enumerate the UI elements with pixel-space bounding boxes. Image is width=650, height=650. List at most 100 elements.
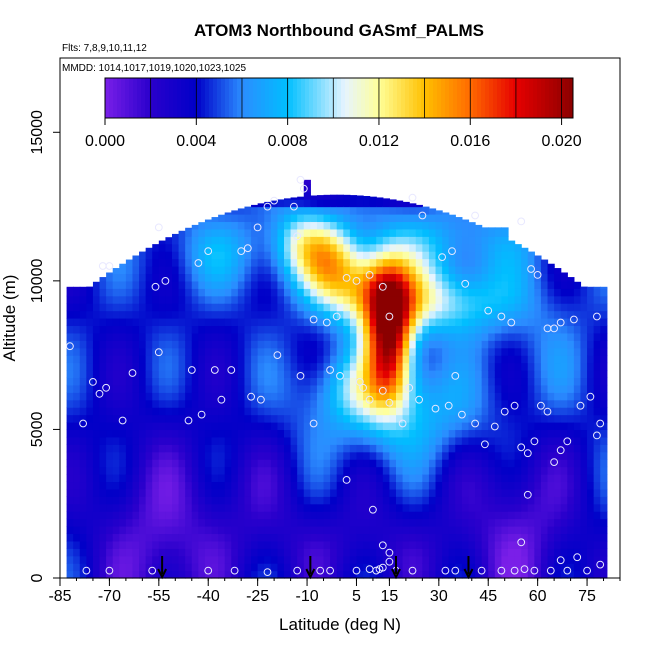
heatmap-cell	[593, 459, 601, 468]
heatmap-cell	[481, 503, 489, 512]
heatmap-cell	[363, 399, 371, 408]
heatmap-cell	[461, 370, 470, 379]
heatmap-cell	[310, 214, 318, 223]
heatmap-cell	[257, 399, 265, 408]
heatmap-cell	[145, 280, 153, 289]
heatmap-cell	[218, 273, 226, 282]
heatmap-cell	[343, 555, 351, 564]
heatmap-cell	[580, 362, 588, 371]
heatmap-cell	[567, 570, 575, 579]
heatmap-cell	[422, 444, 430, 453]
colorbar-swatch	[117, 78, 122, 118]
heatmap-cell	[330, 377, 338, 386]
heatmap-cell	[415, 451, 423, 460]
heatmap-cell	[534, 295, 542, 304]
heatmap-cell	[158, 540, 167, 549]
heatmap-cell	[284, 548, 292, 557]
heatmap-cell	[172, 310, 180, 319]
heatmap-cell	[257, 295, 265, 304]
heatmap-cell	[475, 436, 483, 445]
heatmap-cell	[363, 436, 371, 445]
heatmap-cell	[185, 227, 193, 230]
heatmap-cell	[277, 392, 285, 401]
heatmap-cell	[270, 332, 279, 341]
heatmap-cell	[396, 332, 404, 341]
heatmap-cell	[211, 526, 219, 535]
heatmap-cell	[119, 384, 127, 393]
heatmap-cell	[224, 243, 232, 252]
colorbar-swatch	[509, 78, 514, 118]
heatmap-cell	[455, 496, 463, 505]
heatmap-cell	[237, 221, 246, 230]
heatmap-cell	[422, 258, 430, 267]
heatmap-cell	[191, 318, 199, 327]
heatmap-cell	[409, 355, 417, 364]
heatmap-cell	[422, 266, 430, 275]
heatmap-cell	[336, 414, 344, 423]
heatmap-cell	[402, 206, 410, 215]
heatmap-cell	[422, 414, 430, 423]
heatmap-cell	[448, 466, 456, 475]
heatmap-cell	[468, 377, 476, 386]
heatmap-cell	[567, 288, 575, 297]
heatmap-cell	[389, 370, 397, 379]
heatmap-cell	[211, 325, 219, 334]
heatmap-cell	[580, 459, 588, 468]
heatmap-cell	[369, 466, 377, 475]
heatmap-cell	[422, 318, 430, 327]
heatmap-cell	[349, 436, 358, 445]
heatmap-cell	[264, 362, 272, 371]
heatmap-cell	[376, 444, 384, 453]
heatmap-cell	[165, 237, 173, 245]
heatmap-cell	[455, 548, 463, 557]
heatmap-cell	[448, 518, 456, 527]
heatmap-cell	[455, 392, 463, 401]
heatmap-cell	[455, 459, 463, 468]
heatmap-cell	[521, 414, 529, 423]
heatmap-cell	[461, 444, 470, 453]
heatmap-cell	[119, 526, 127, 535]
heatmap-cell	[356, 295, 364, 304]
heatmap-cell	[277, 251, 285, 260]
colorbar-swatch	[189, 78, 194, 118]
observation-point	[296, 175, 305, 184]
heatmap-cell	[461, 518, 470, 527]
heatmap-cell	[132, 399, 140, 408]
heatmap-cell	[290, 407, 298, 416]
heatmap-cell	[540, 481, 549, 490]
heatmap-cell	[527, 303, 535, 312]
heatmap-cell	[547, 526, 555, 535]
heatmap-cell	[587, 340, 595, 349]
heatmap-cell	[251, 258, 259, 267]
heatmap-cell	[402, 243, 410, 252]
heatmap-cell	[534, 518, 542, 527]
heatmap-cell	[290, 436, 298, 445]
heatmap-cell	[204, 288, 213, 297]
heatmap-cell	[92, 370, 101, 379]
heatmap-cell	[158, 340, 167, 349]
heatmap-cell	[106, 392, 114, 401]
heatmap-cell	[158, 377, 167, 386]
heatmap-cell	[349, 459, 358, 468]
heatmap-cell	[204, 540, 213, 549]
heatmap-cell	[316, 444, 325, 453]
heatmap-cell	[106, 362, 114, 371]
heatmap-cell	[547, 340, 555, 349]
heatmap-cell	[139, 407, 147, 416]
heatmap-cell	[501, 258, 509, 267]
heatmap-cell	[547, 466, 555, 475]
heatmap-cell	[218, 280, 226, 289]
colorbar-swatch	[477, 78, 482, 118]
heatmap-cell	[191, 526, 199, 535]
heatmap-cell	[468, 362, 476, 371]
heatmap-cell	[152, 533, 160, 542]
heatmap-cell	[435, 429, 443, 438]
heatmap-cell	[323, 199, 331, 208]
heatmap-cell	[218, 533, 226, 542]
heatmap-cell	[527, 340, 535, 349]
heatmap-cell	[508, 251, 516, 260]
heatmap-cell	[310, 518, 318, 527]
heatmap-cell	[488, 288, 496, 297]
heatmap-cell	[145, 347, 153, 356]
heatmap-cell	[521, 377, 529, 386]
